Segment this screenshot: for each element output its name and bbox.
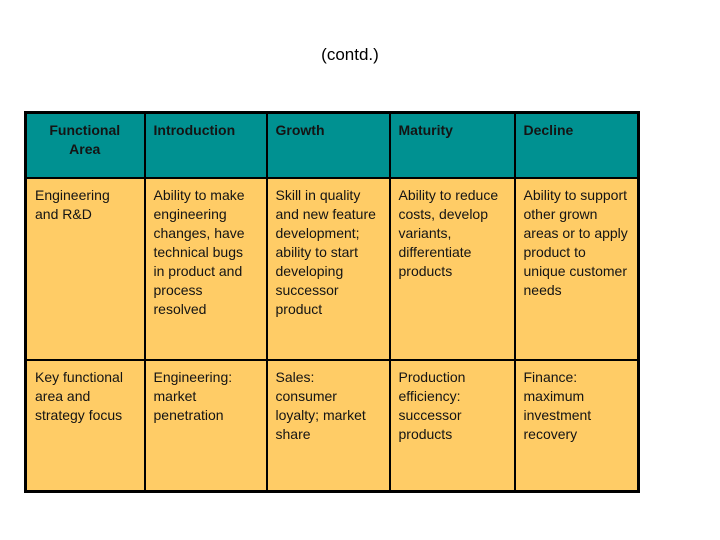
column-header-functional-area: Functional Area	[24, 111, 146, 179]
row-label-cell: Engineering and R&D	[24, 176, 146, 361]
table-cell: Engineering: market penetration	[143, 358, 268, 493]
table-cell: Skill in quality and new feature develop…	[265, 176, 391, 361]
table-cell: Sales: consumer loyalty; market share	[265, 358, 391, 493]
column-header-maturity: Maturity	[388, 111, 516, 179]
lifecycle-table: Functional Area Introduction Growth Matu…	[24, 111, 640, 493]
table-header-row: Functional Area Introduction Growth Matu…	[24, 111, 640, 179]
column-header-decline: Decline	[513, 111, 640, 179]
column-header-growth: Growth	[265, 111, 391, 179]
table-cell: Finance: maximum investment recovery	[513, 358, 640, 493]
slide-title: (contd.)	[321, 45, 379, 64]
table-cell: Ability to support other grown areas or …	[513, 176, 640, 361]
table-cell: Ability to reduce costs, develop variant…	[388, 176, 516, 361]
table-cell: Production efficiency: successor product…	[388, 358, 516, 493]
table-cell: Ability to make engineering changes, hav…	[143, 176, 268, 361]
column-header-introduction: Introduction	[143, 111, 268, 179]
table-row: Engineering and R&D Ability to make engi…	[24, 176, 640, 361]
row-label-cell: Key functional area and strategy focus	[24, 358, 146, 493]
table-row: Key functional area and strategy focus E…	[24, 358, 640, 493]
